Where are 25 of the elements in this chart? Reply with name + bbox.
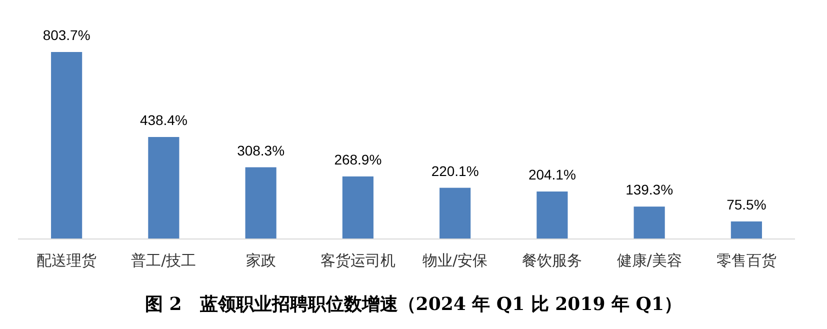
x-tick-label: 餐饮服务 [522, 252, 582, 270]
bar [245, 167, 276, 239]
data-label: 308.3% [237, 142, 285, 158]
data-label: 220.1% [431, 162, 479, 179]
data-label: 438.4% [140, 112, 188, 128]
text: 图 2 蓝领职业招聘职位数增速（2024 年 Q1 比 2019 年 Q1） [145, 294, 682, 315]
x-tick-label: 健康/美容 [616, 252, 682, 270]
data-label: 75.5% [726, 196, 766, 212]
bar [634, 206, 665, 239]
data-label: 139.3% [626, 182, 674, 198]
x-tick-label: 客货运司机 [320, 252, 396, 270]
x-tick-label: 零售百货 [716, 252, 776, 270]
data-label: 803.7% [42, 27, 90, 43]
x-tick-label: 家政 [246, 252, 276, 270]
x-tick-label: 物业/安保 [422, 252, 488, 270]
data-label: 268.9% [334, 151, 382, 168]
bar [440, 188, 471, 239]
bar [51, 52, 82, 239]
bar [148, 136, 180, 239]
bar [536, 192, 568, 239]
x-tick-label: 配送理货 [36, 252, 97, 270]
x-tick-label: 普工/技工 [131, 252, 196, 270]
data-label: 204.1% [528, 166, 576, 183]
bar [730, 221, 762, 239]
bar [342, 176, 374, 239]
